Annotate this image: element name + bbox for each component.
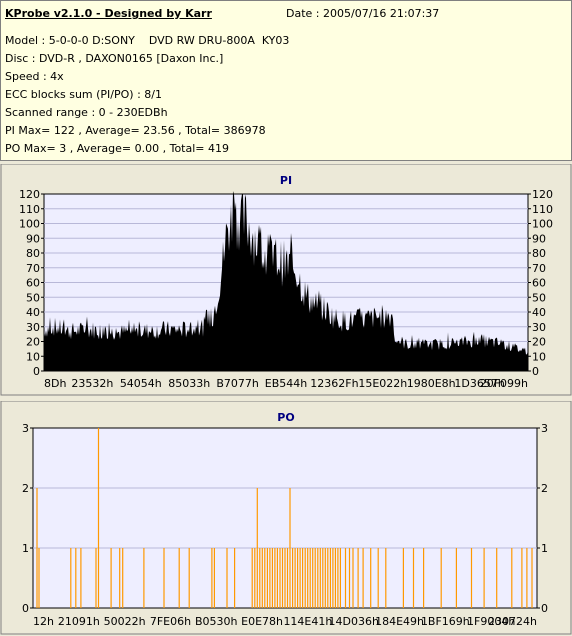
po-bars-series [36, 428, 533, 608]
x-tick-label: 1D3657h [454, 377, 504, 390]
po-x-axis: 12h 21091h 50022h 7FE06h B0530h E0E78h 114E41h… [33, 615, 537, 628]
x-tick-label: 12362Fh [310, 377, 358, 390]
y-tick-label: 0 [22, 602, 29, 615]
y-tick-label: 3 [22, 422, 29, 435]
y-tick-label: 100 [532, 218, 553, 231]
y-tick-label: 1 [541, 542, 548, 555]
y-tick-label: 90 [532, 232, 546, 245]
y-tick-label: 0 [33, 365, 40, 378]
x-tick-label: 8Dh [44, 377, 66, 390]
x-tick-label: 23532h [71, 377, 113, 390]
x-tick-label: 54054h [120, 377, 162, 390]
y-tick-label: 70 [532, 262, 546, 275]
y-tick-label: 30 [532, 321, 546, 334]
y-tick-label: 90 [26, 232, 40, 245]
pi-area-series [44, 191, 528, 371]
x-tick-label: B7077h [216, 377, 259, 390]
x-tick-label: 21091h [58, 615, 100, 628]
x-tick-label: 50022h [104, 615, 146, 628]
x-tick-label: 230724h [488, 615, 537, 628]
y-tick-label: 120 [19, 188, 40, 201]
pi-x-axis: 8Dh 23532h 54054h 85033h B7077h EB544h 12362Fh… [44, 377, 528, 390]
po-chart-title: PO [277, 411, 294, 424]
info-model: Model : 5-0-0-0 D:SONY DVD RW DRU-800A K… [5, 34, 290, 47]
x-tick-label: 12h [33, 615, 54, 628]
y-tick-label: 0 [532, 365, 539, 378]
info-panel: KProbe v2.1.0 - Designed by Karr Date : … [0, 0, 572, 161]
info-ecc-sum: ECC blocks sum (PI/PO) : 8/1 [5, 88, 162, 101]
po-y-axis-right: 0 1 2 3 [537, 422, 548, 615]
y-tick-label: 2 [541, 482, 548, 495]
x-tick-label: 1980E8h [407, 377, 456, 390]
y-tick-label: 3 [541, 422, 548, 435]
x-tick-label: E0E78h [241, 615, 283, 628]
y-tick-label: 2 [22, 482, 29, 495]
y-tick-label: 20 [532, 336, 546, 349]
info-scanned-range: Scanned range : 0 - 230EDBh [5, 106, 168, 119]
x-tick-label: 1F9004h [467, 615, 515, 628]
pi-chart-title: PI [280, 174, 292, 187]
x-tick-label: 15E022h [358, 377, 407, 390]
po-y-axis-left: 0 1 2 3 [22, 422, 33, 615]
info-disc: Disc : DVD-R , DAXON0165 [Daxon Inc.] [5, 52, 224, 65]
y-tick-label: 120 [532, 188, 553, 201]
x-tick-label: EB544h [265, 377, 307, 390]
y-tick-label: 100 [19, 218, 40, 231]
y-tick-label: 60 [26, 277, 40, 290]
y-tick-label: 10 [532, 350, 546, 363]
x-tick-label: 7FE06h [150, 615, 191, 628]
app-title: KProbe v2.1.0 - Designed by Karr [5, 7, 212, 20]
info-speed: Speed : 4x [5, 70, 64, 83]
y-tick-label: 1 [22, 542, 29, 555]
x-tick-label: B0530h [195, 615, 238, 628]
y-tick-label: 110 [532, 203, 553, 216]
y-tick-label: 50 [532, 291, 546, 304]
y-tick-label: 80 [532, 247, 546, 260]
x-tick-label: 114E41h [283, 615, 332, 628]
x-tick-label: 184E49h [375, 615, 424, 628]
x-tick-label: 1BF169h [421, 615, 470, 628]
x-tick-label: 20F099h [480, 377, 528, 390]
y-tick-label: 10 [26, 350, 40, 363]
po-chart: PO 0 1 2 3 0 1 2 3 12h 21091h 50022h 7FE06h B0530h… [0, 401, 572, 635]
y-tick-label: 0 [541, 602, 548, 615]
y-tick-label: 50 [26, 291, 40, 304]
y-tick-label: 110 [19, 203, 40, 216]
y-tick-label: 60 [532, 277, 546, 290]
x-tick-label: 85033h [168, 377, 210, 390]
y-tick-label: 80 [26, 247, 40, 260]
scan-date: Date : 2005/07/16 21:07:37 [286, 7, 440, 20]
x-tick-label: 14D036h [329, 615, 379, 628]
y-tick-label: 40 [532, 306, 546, 319]
y-tick-label: 70 [26, 262, 40, 275]
y-tick-label: 30 [26, 321, 40, 334]
info-pi-stats: PI Max= 122 , Average= 23.56 , Total= 38… [5, 124, 266, 137]
y-tick-label: 40 [26, 306, 40, 319]
info-po-stats: PO Max= 3 , Average= 0.00 , Total= 419 [5, 142, 229, 155]
y-tick-label: 20 [26, 336, 40, 349]
